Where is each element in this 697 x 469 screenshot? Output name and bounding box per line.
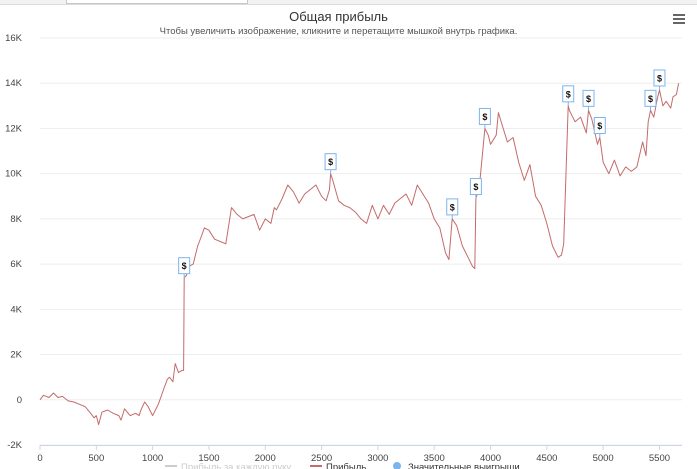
legend-item: Значительные выигрыши (393, 462, 520, 469)
menu-bar (673, 18, 685, 20)
x-tick-label: 1000 (142, 453, 163, 464)
profit-series-line (39, 83, 680, 426)
x-tick-label: 2500 (311, 453, 332, 464)
flag-box (562, 85, 575, 103)
y-tick-label: 0 (17, 395, 22, 406)
series-layer (39, 83, 680, 426)
big-win-flag: $ (324, 153, 337, 174)
legend-layer: Прибыль за каждую руку Прибыль Значительны… (165, 462, 520, 469)
x-tick-label: 3500 (424, 453, 445, 464)
x-tick-label: 5500 (649, 453, 670, 464)
x-tick-label: 1500 (198, 453, 219, 464)
chart-title: Общая прибыль (289, 9, 388, 24)
y-tick-label: 16K (5, 33, 23, 44)
legend-label: Прибыль (326, 462, 366, 469)
hamburger-menu-icon[interactable] (672, 12, 688, 26)
y-tick-label: 12K (5, 123, 23, 134)
flag-label: $ (473, 182, 478, 192)
big-win-flag: $ (469, 178, 482, 199)
legend-swatch (393, 462, 401, 469)
top-strip (0, 0, 697, 5)
flag-box (324, 153, 337, 171)
flag-box (446, 198, 459, 216)
x-tick-label: 500 (88, 453, 104, 464)
flag-box (582, 89, 595, 107)
big-win-flag: $ (562, 85, 575, 106)
flag-label: $ (450, 202, 455, 212)
y-tick-label: 4K (10, 304, 22, 315)
flag-box (593, 116, 606, 134)
flag-box (653, 69, 666, 87)
menu-bar (673, 14, 685, 16)
big-win-flag: $ (178, 257, 191, 278)
flag-label: $ (566, 89, 571, 99)
legend-item: Прибыль за каждую руку (165, 462, 291, 469)
flag-layer: $ $ $ $ $ $ $ $ $ $ (178, 69, 666, 278)
legend-item: Прибыль (310, 462, 366, 469)
x-tick-label: 3000 (367, 453, 388, 464)
flag-label: $ (657, 74, 662, 84)
y-tick-label: 10K (5, 169, 23, 180)
flag-box (644, 89, 657, 107)
flag-box (478, 107, 491, 125)
big-win-flag: $ (593, 116, 606, 138)
big-win-flag: $ (446, 198, 459, 219)
flag-box (469, 178, 482, 196)
x-tick-label: 4500 (536, 453, 557, 464)
big-win-flag: $ (653, 69, 666, 91)
flag-label: $ (586, 94, 591, 104)
flag-label: $ (182, 261, 187, 271)
flag-label: $ (482, 112, 487, 122)
chart-subtitle: Чтобы увеличить изображение, кликните и … (159, 26, 518, 37)
y-tick-label: -2K (7, 440, 22, 451)
big-win-flag: $ (478, 107, 491, 129)
flag-label: $ (648, 94, 653, 104)
x-tick-label: 2000 (255, 453, 276, 464)
flag-box (178, 257, 191, 275)
top-tab (66, 0, 248, 4)
legend-label: Значительные выигрыши (408, 462, 520, 469)
menu-bar (673, 22, 685, 24)
y-tick-label: 14K (5, 78, 23, 89)
big-win-flag: $ (644, 89, 657, 111)
y-tick-label: 6K (10, 259, 22, 270)
x-tick-label: 0 (37, 453, 42, 464)
x-tick-label: 5000 (593, 453, 614, 464)
y-tick-label: 2K (10, 350, 22, 361)
legend-label: Прибыль за каждую руку (181, 462, 291, 469)
big-win-flag: $ (582, 89, 595, 111)
y-tick-label: 8K (10, 214, 22, 225)
x-tick-label: 4000 (480, 453, 501, 464)
flag-label: $ (597, 121, 602, 131)
flag-label: $ (328, 157, 333, 167)
axis-layer: -2K 0 2K 4K 6K 8K 10K 12K 14K 16K 0 500 1000 1500 2000… (5, 33, 682, 464)
